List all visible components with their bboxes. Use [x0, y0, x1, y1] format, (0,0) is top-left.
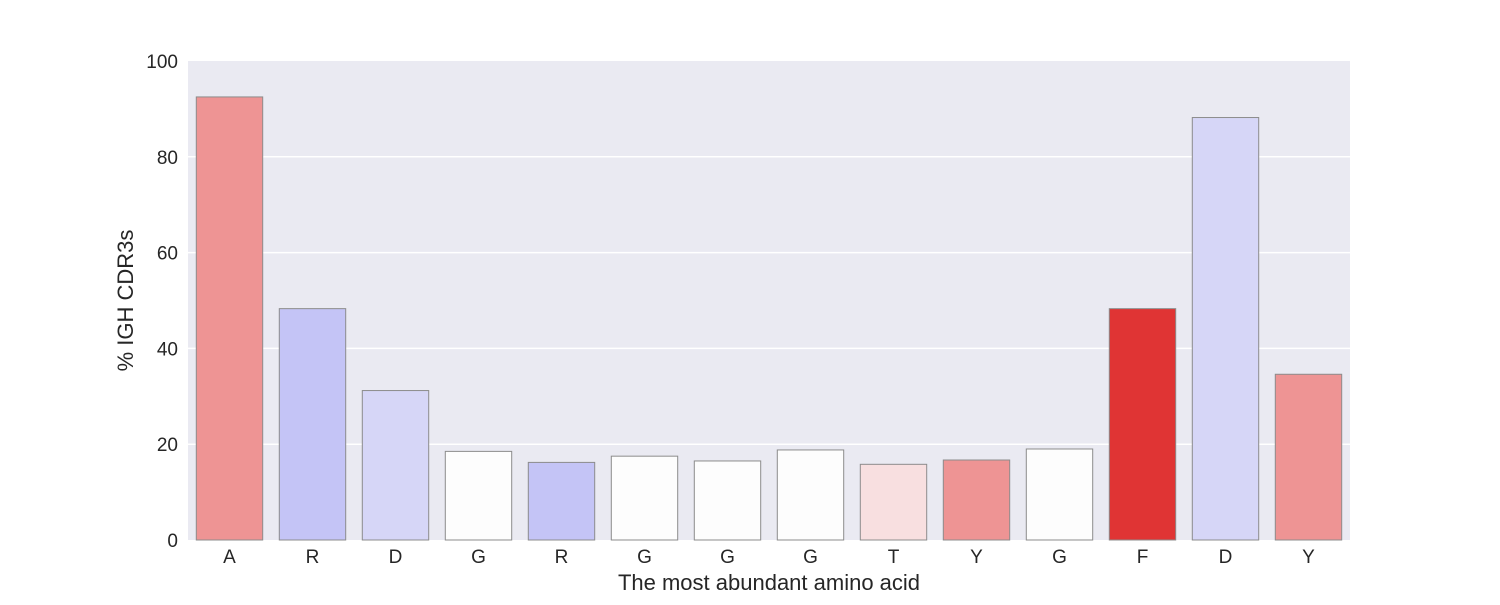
bar — [942, 459, 1011, 541]
bar — [693, 460, 762, 541]
y-tick-label: 20 — [157, 435, 178, 456]
y-axis-label: % IGH CDR3s — [113, 230, 138, 372]
y-tick-label: 80 — [157, 148, 178, 169]
bar — [444, 450, 513, 541]
x-tick-label: D — [1219, 547, 1233, 568]
x-tick-label: R — [555, 547, 569, 568]
bar — [1274, 373, 1343, 541]
x-tick-label: G — [720, 547, 735, 568]
x-tick-label: R — [306, 547, 320, 568]
bars — [195, 96, 1343, 541]
bar — [278, 308, 347, 541]
bar — [1191, 117, 1260, 541]
x-tick-label: D — [389, 547, 403, 568]
y-tick-label: 40 — [157, 339, 178, 360]
x-tick-label: A — [223, 547, 236, 568]
y-axis-ticks: 0 20 40 60 80 100 — [146, 52, 178, 552]
x-tick-label: G — [471, 547, 486, 568]
x-tick-label: G — [1052, 547, 1067, 568]
x-tick-label: Y — [970, 547, 983, 568]
bar — [195, 96, 264, 541]
bar — [859, 463, 928, 541]
x-axis-label: The most abundant amino acid — [618, 570, 920, 595]
bar — [610, 455, 679, 541]
bar — [361, 390, 430, 541]
x-tick-label: G — [637, 547, 652, 568]
x-tick-label: G — [803, 547, 818, 568]
x-tick-label: F — [1137, 547, 1149, 568]
bar — [1025, 448, 1094, 541]
y-tick-label: 0 — [167, 531, 178, 552]
y-tick-label: 100 — [146, 52, 178, 73]
bar — [527, 461, 596, 541]
x-tick-label: T — [888, 547, 900, 568]
bar — [1108, 308, 1177, 541]
bar — [776, 449, 845, 541]
y-tick-label: 60 — [157, 244, 178, 265]
x-tick-label: Y — [1302, 547, 1315, 568]
